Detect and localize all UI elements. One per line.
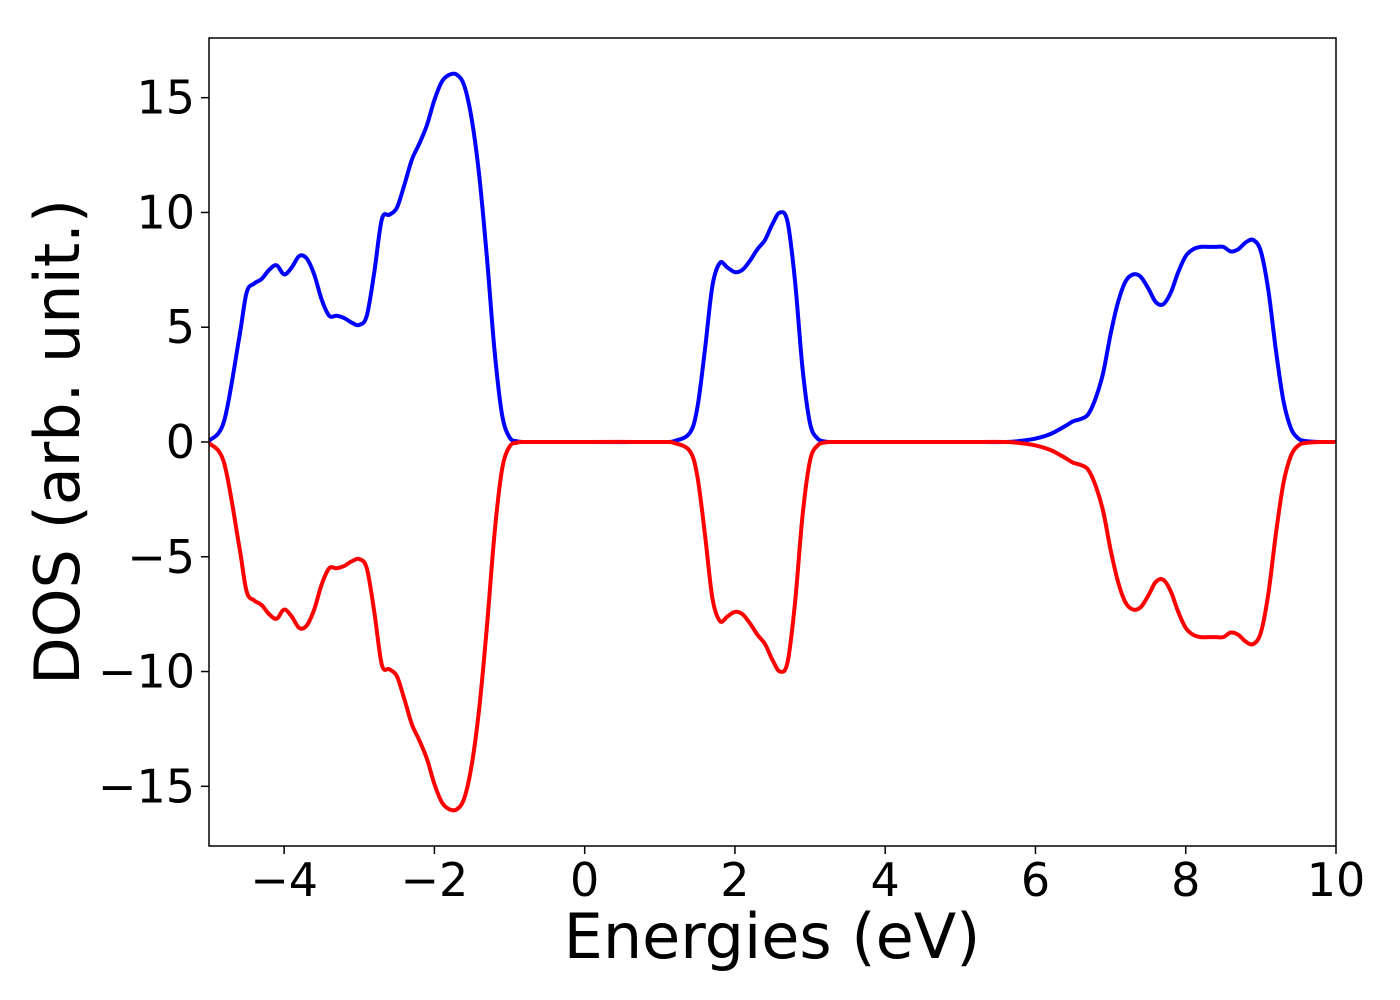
y-tick-label: 5 [166,300,195,354]
x-tick-label: −2 [400,853,468,907]
plot-frame [208,37,1337,847]
x-axis-title: Energies (eV) [564,900,981,973]
x-tick-label: 4 [871,853,900,907]
y-tick-label: 0 [166,415,195,469]
series-line-1 [209,439,1336,813]
x-axis-ticks: −4 −2 0 2 4 6 8 10 [250,846,1365,907]
series-layer [209,71,1336,813]
y-tick-label: −5 [127,530,195,584]
y-tick-label: 15 [136,71,195,125]
y-tick-label: −15 [98,759,195,813]
x-tick-label: 0 [570,853,599,907]
y-axis-ticks: −15 −10 −5 0 5 10 15 [98,71,209,813]
y-tick-label: −10 [98,645,195,699]
x-tick-label: 2 [720,853,749,907]
x-tick-label: 8 [1171,853,1200,907]
x-tick-label: 6 [1021,853,1050,907]
series-line-0 [209,71,1336,445]
x-tick-label: −4 [250,853,318,907]
y-axis-title: DOS (arb. unit.) [21,199,94,685]
y-tick-label: 10 [136,185,195,239]
x-tick-label: 10 [1307,853,1366,907]
